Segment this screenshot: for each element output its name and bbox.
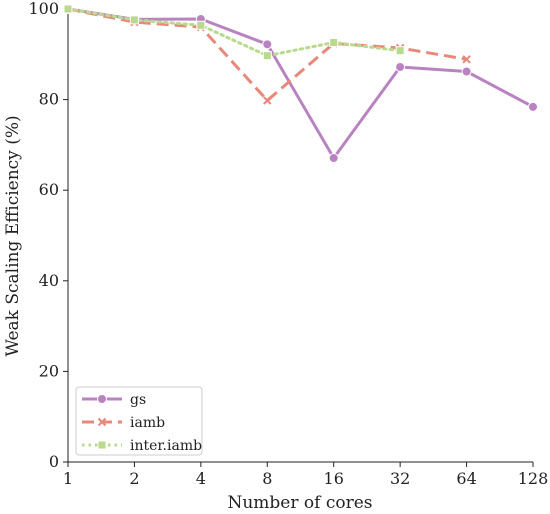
legend-item-iamb: iamb (82, 415, 165, 431)
x-tick-label: 16 (324, 469, 344, 488)
series-inter-iamb (63, 4, 405, 61)
legend-label: iamb (130, 415, 165, 431)
y-tick-label: 0 (49, 452, 59, 471)
legend-label: inter.iamb (130, 438, 202, 454)
data-point-gs (395, 61, 406, 72)
x-tick-label: 64 (456, 469, 476, 488)
data-point-inter-iamb (196, 20, 206, 30)
x-tick-label: 4 (196, 469, 206, 488)
x-tick-label: 1 (63, 469, 73, 488)
y-tick-label: 80 (39, 90, 59, 109)
legend-item-gs: gs (82, 392, 146, 408)
x-tick-label: 8 (262, 469, 272, 488)
axes: 1 2 4 8 16 32 64 128 0 20 40 60 80 100 (28, 0, 548, 488)
x-axis-label: Number of cores (227, 493, 372, 513)
legend-box (75, 386, 203, 456)
y-tick-label: 40 (39, 271, 59, 290)
x-tick-label: 2 (129, 469, 139, 488)
y-axis-label: Weak Scaling Efficiency (%) (3, 115, 23, 356)
series-gs (63, 4, 538, 164)
data-point-inter-iamb (63, 4, 73, 14)
x-tick-label: 32 (390, 469, 410, 488)
legend-marker (97, 417, 107, 427)
data-point-inter-iamb (262, 51, 272, 61)
data-point-inter-iamb (329, 38, 339, 48)
data-point-inter-iamb (129, 15, 139, 25)
legend-item-inter-iamb: inter.iamb (82, 438, 202, 454)
data-point-gs (328, 153, 339, 164)
legend-label: gs (130, 392, 146, 408)
x-tick-label: 128 (518, 469, 549, 488)
data-point-iamb (462, 55, 471, 64)
series-line-inter-iamb (66, 7, 402, 58)
series-line-gs (67, 7, 534, 160)
data-point-gs (528, 101, 538, 112)
y-tick-label: 100 (28, 0, 59, 18)
legend: gs iamb inter.iamb (75, 386, 203, 456)
data-point-gs (461, 66, 472, 77)
data-point-inter-iamb (395, 46, 405, 56)
y-tick-label: 60 (39, 180, 59, 199)
data-point-iamb (263, 96, 272, 105)
legend-marker (97, 440, 107, 450)
data-point-gs (262, 39, 273, 50)
y-tick-label: 20 (39, 361, 59, 380)
series-layer (63, 4, 538, 164)
legend-marker (97, 394, 107, 404)
